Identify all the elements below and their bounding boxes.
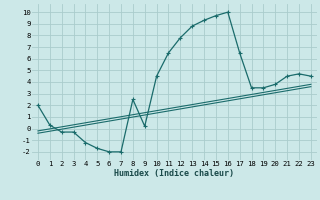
X-axis label: Humidex (Indice chaleur): Humidex (Indice chaleur) (115, 169, 234, 178)
